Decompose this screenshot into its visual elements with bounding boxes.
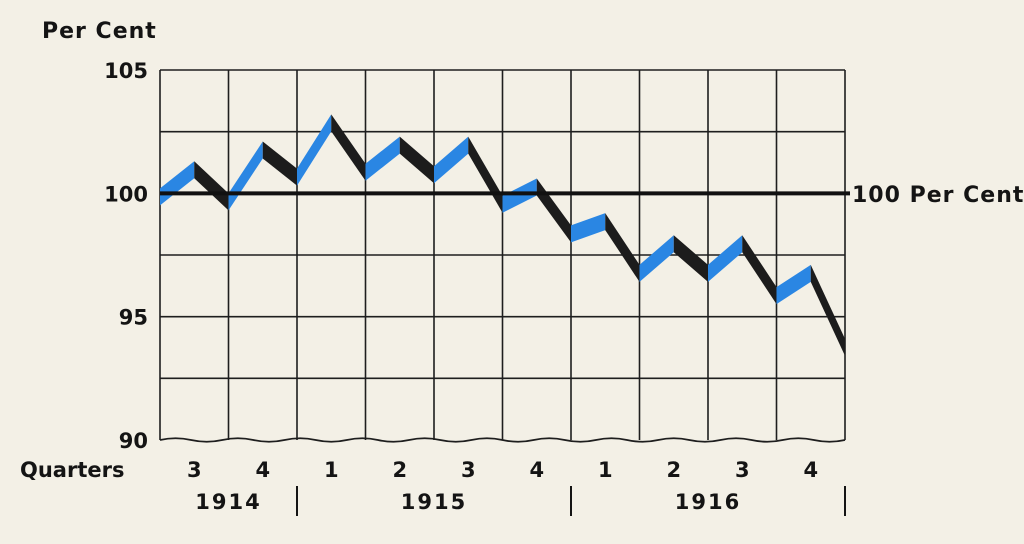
rising-segment [160,161,195,206]
falling-segment [810,264,845,356]
x-tick-label: 4 [803,458,818,482]
x-tick-label: 4 [529,458,544,482]
rising-segment [365,136,400,181]
x-tick-label: 1 [598,458,613,482]
reference-line-label: 100 Per Cent [852,183,1024,208]
year-label: 1914 [195,490,261,514]
falling-segment [331,114,366,181]
data-ribbon [160,114,845,356]
year-label: 1916 [675,490,741,514]
x-tick-label: 1 [324,458,339,482]
rising-segment [297,114,332,186]
falling-segment [673,235,708,282]
x-tick-label: 3 [187,458,202,482]
y-tick-label: 105 [104,59,148,83]
x-tick-label: 3 [735,458,750,482]
rising-segment [571,213,606,243]
rising-segment [228,141,263,211]
y-tick-label: 100 [104,182,148,206]
falling-segment [399,136,434,184]
rising-segment [776,264,811,305]
grid [159,69,846,443]
falling-segment [262,141,297,186]
rising-segment [639,235,674,282]
y-axis-label: Per Cent [42,19,157,44]
x-tick-label: 2 [666,458,681,482]
x-tick-label: 4 [255,458,270,482]
falling-segment [605,213,640,282]
rising-segment [434,136,469,184]
rising-segment [502,178,537,213]
y-tick-label: 90 [119,429,148,453]
rising-segment [708,235,743,282]
labels: Per Cent Quarters 100 Per Cent 105 100 95 9… [20,19,1024,516]
falling-segment [536,178,571,243]
falling-segment [194,161,229,211]
year-label: 1915 [401,490,467,514]
y-tick-label: 95 [119,306,148,330]
x-tick-label: 2 [392,458,407,482]
x-axis-label: Quarters [20,458,124,482]
falling-segment [468,136,503,213]
falling-segment [742,235,777,305]
x-axis-wavy-edge [159,437,846,443]
x-tick-label: 3 [461,458,476,482]
